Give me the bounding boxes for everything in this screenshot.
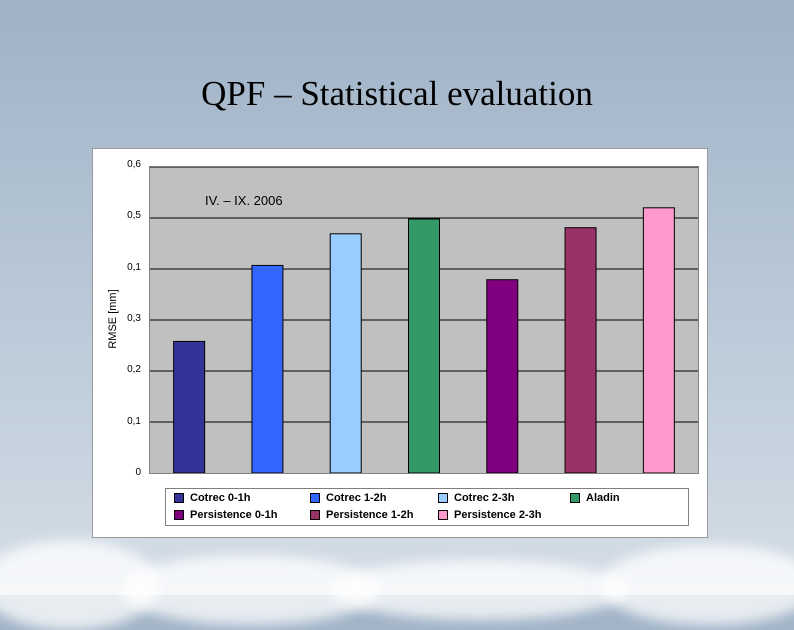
cloud-decoration bbox=[600, 545, 794, 625]
legend-item: Cotrec 0-1h bbox=[174, 492, 251, 504]
y-tick-label: 0,5 bbox=[127, 210, 141, 222]
slide-title: QPF – Statistical evaluation bbox=[201, 74, 593, 113]
legend-swatch bbox=[438, 510, 448, 521]
legend-label: Cotrec 2-3h bbox=[454, 492, 515, 504]
bar-cotrec-0-1h bbox=[173, 340, 206, 474]
legend-swatch bbox=[570, 493, 580, 504]
legend-swatch bbox=[174, 510, 184, 521]
legend-item: Cotrec 1-2h bbox=[310, 492, 387, 504]
legend-swatch bbox=[438, 493, 448, 504]
period-annotation: IV. – IX. 2006 bbox=[205, 193, 283, 208]
legend-swatch bbox=[174, 493, 184, 504]
bar-cotrec-1-2h bbox=[251, 264, 284, 474]
bar-chart bbox=[150, 166, 698, 474]
legend-item: Persistence 2-3h bbox=[438, 509, 541, 521]
bar-persistence-0-1h bbox=[486, 279, 519, 474]
legend-swatch bbox=[310, 493, 320, 504]
y-tick-label: 0,1 bbox=[127, 415, 141, 427]
cloud-decoration bbox=[330, 560, 630, 620]
legend-item: Cotrec 2-3h bbox=[438, 492, 515, 504]
legend-label: Cotrec 1-2h bbox=[326, 492, 387, 504]
bar-persistence-2-3h bbox=[642, 207, 675, 474]
bar-persistence-1-2h bbox=[564, 227, 597, 474]
chart-frame: RMSE [mm] 0 0,1 0,2 0,3 0,1 0,5 0,6 IV. – IX. … bbox=[92, 148, 708, 538]
y-tick-label: 0 bbox=[135, 467, 141, 478]
plot-area bbox=[149, 166, 699, 474]
legend-swatch bbox=[310, 510, 320, 521]
y-tick-label: 0,6 bbox=[127, 159, 141, 170]
legend-label: Persistence 0-1h bbox=[190, 509, 278, 521]
bar-aladin bbox=[408, 218, 440, 474]
legend-item: Aladin bbox=[570, 492, 620, 504]
legend-label: Aladin bbox=[586, 492, 620, 504]
chart-legend: Cotrec 0-1h Cotrec 1-2h Cotrec 2-3h Aladin P… bbox=[165, 488, 689, 526]
legend-label: Persistence 1-2h bbox=[326, 509, 414, 521]
legend-item: Persistence 1-2h bbox=[310, 509, 413, 521]
y-tick-label: 0,3 bbox=[127, 313, 141, 324]
y-tick-label: 0,1 bbox=[127, 261, 141, 273]
legend-item: Persistence 0-1h bbox=[174, 509, 277, 521]
legend-label: Cotrec 0-1h bbox=[190, 492, 251, 504]
bar-cotrec-2-3h bbox=[329, 233, 362, 474]
legend-label: Persistence 2-3h bbox=[454, 509, 542, 521]
y-tick-label: 0,2 bbox=[127, 364, 141, 376]
